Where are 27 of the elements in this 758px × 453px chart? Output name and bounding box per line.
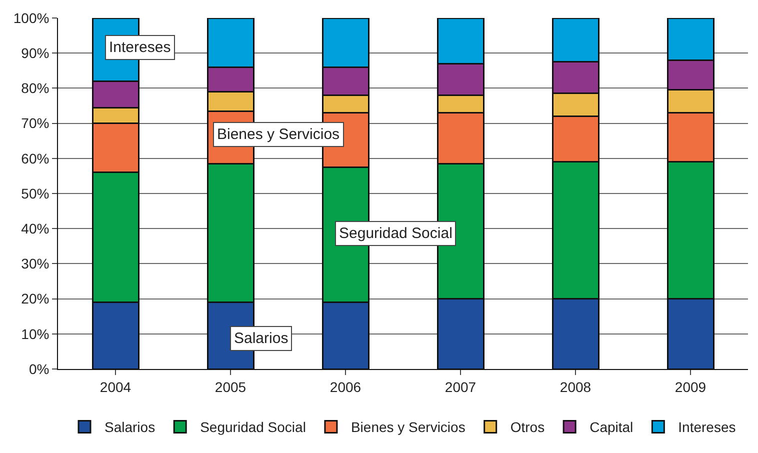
x-tick-label: 2004 — [100, 378, 132, 395]
y-tick-label: 20% — [21, 290, 50, 307]
legend-label: Intereses — [678, 419, 736, 436]
legend-label: Otros — [510, 419, 545, 436]
legend-label: Capital — [590, 419, 634, 436]
x-tick-label: 2007 — [444, 378, 476, 395]
legend-label: Salarios — [104, 419, 156, 436]
y-tick-label: 60% — [21, 150, 50, 166]
y-tick-label: 100% — [13, 10, 50, 26]
annotation: Intereses — [109, 39, 171, 56]
y-tick-label: 0% — [28, 360, 50, 377]
x-tick-label: 2009 — [674, 378, 706, 395]
legend-label: Seguridad Social — [200, 419, 306, 436]
annotation: Salarios — [234, 330, 288, 347]
y-tick-label: 50% — [21, 185, 50, 202]
y-tick-label: 10% — [21, 326, 50, 342]
annotation: Seguridad Social — [339, 225, 452, 242]
y-tick-label: 90% — [21, 45, 50, 61]
y-tick-label: 70% — [21, 115, 50, 132]
legend-label: Bienes y Servicios — [350, 419, 466, 436]
x-tick-label: 2006 — [330, 378, 362, 395]
y-tick-label: 80% — [21, 80, 50, 96]
y-tick-label: 30% — [21, 256, 50, 272]
annotation: Bienes y Servicios — [217, 126, 340, 143]
x-tick-label: 2008 — [560, 378, 592, 395]
y-tick-label: 40% — [21, 220, 50, 236]
x-tick-label: 2005 — [214, 378, 246, 395]
